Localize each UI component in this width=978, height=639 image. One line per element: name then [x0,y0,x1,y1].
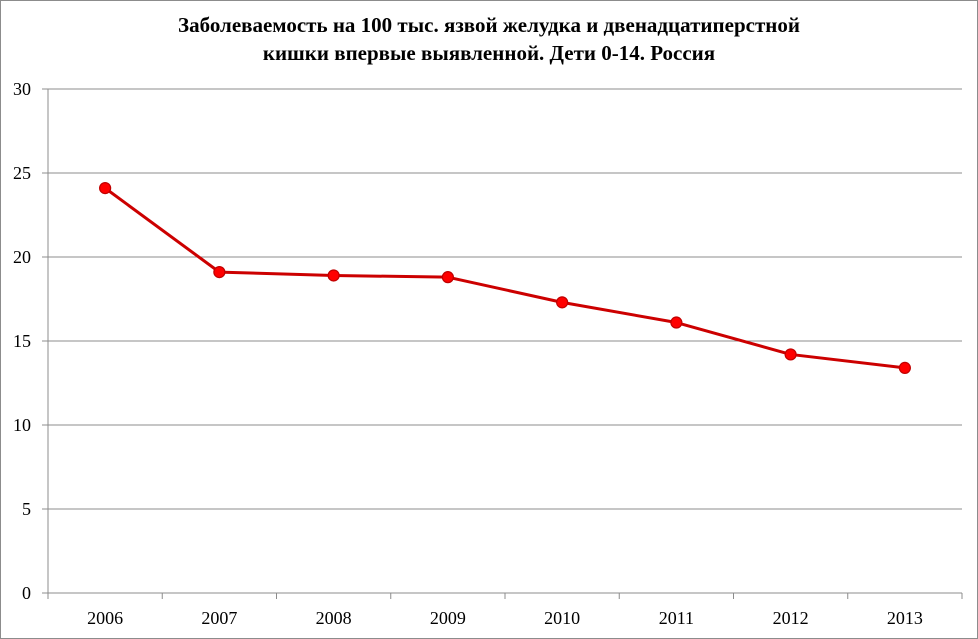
x-tick-label: 2006 [87,608,123,628]
x-tick-label: 2008 [316,608,352,628]
y-tick-label: 15 [13,331,31,351]
y-tick-label: 30 [13,79,31,99]
data-point-marker [327,269,340,282]
y-tick-label: 10 [13,415,31,435]
x-tick-label: 2012 [773,608,809,628]
y-tick-label: 25 [13,163,31,183]
y-tick-label: 20 [13,247,31,267]
x-tick-label: 2010 [544,608,580,628]
data-point-marker [898,361,911,374]
data-series [99,182,911,374]
x-tick-label: 2013 [887,608,923,628]
x-tick-label: 2009 [430,608,466,628]
chart-title-line2: кишки впервые выявленной. Дети 0-14. Рос… [262,41,716,65]
x-tick-label: 2011 [659,608,694,628]
data-point-marker [213,266,226,279]
chart-title-line1: Заболеваемость на 100 тыс. язвой желудка… [178,13,800,37]
y-tick-label: 5 [22,499,31,519]
data-point-marker [99,182,112,195]
x-tick-label: 2007 [201,608,237,628]
data-point-marker [784,348,797,361]
x-axis: 2006 2007 2008 2009 2010 2011 2012 2013 [47,592,963,628]
data-point-marker [556,296,569,309]
series-line [104,186,906,370]
data-point-marker [670,316,683,329]
y-axis: 0 5 10 15 20 25 30 [13,79,49,603]
y-tick-label: 0 [22,583,31,603]
gridlines [48,88,962,510]
chart-title: Заболеваемость на 100 тыс. язвой желудка… [0,11,978,67]
data-point-marker [441,271,454,284]
